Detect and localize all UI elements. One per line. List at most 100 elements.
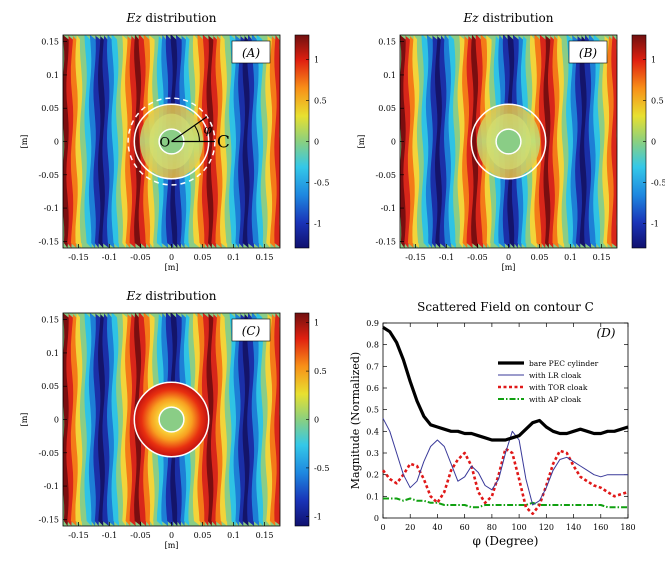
x-tick-label: 0.05: [531, 253, 549, 262]
field-stripe: [251, 35, 260, 248]
x-tick-label: 0.15: [593, 253, 611, 262]
field-stripe: [79, 313, 88, 526]
x-tick-label: 0.05: [194, 531, 212, 540]
colorbar-tick-label: 0.5: [314, 97, 327, 106]
x-tick-label: -0.05: [130, 253, 151, 262]
colorbar-tick-label: 1: [314, 56, 319, 65]
field-stripe: [102, 35, 110, 248]
field-stripe: [120, 313, 129, 526]
field-stripe: [274, 313, 280, 526]
x-tick-label: 0.15: [256, 531, 274, 540]
field-stripe: [416, 35, 425, 248]
y-tick-label: -0.15: [375, 237, 396, 246]
y-axis-label: Magnitude (Normalized): [349, 352, 362, 489]
field-stripe: [247, 35, 255, 248]
x-tick-label: 0: [506, 253, 511, 262]
colorbar-tick-label: -0.5: [314, 464, 329, 473]
y-tick-label: 0.05: [378, 104, 396, 113]
title-italic: Ez: [125, 289, 142, 303]
x-tick-label: 60: [460, 523, 470, 532]
y-tick-label: -0.1: [44, 204, 59, 213]
field-stripes: [400, 35, 617, 248]
x-tick-label: -0.1: [102, 531, 117, 540]
field-stripe: [229, 313, 237, 526]
legend-entry: bare PEC cylinder: [529, 359, 599, 368]
field-stripe: [111, 313, 119, 526]
field-stripe: [102, 313, 110, 526]
field-stripe: [453, 35, 461, 248]
legend: bare PEC cylinder with LR cloak with TOR c…: [498, 359, 599, 404]
y-tick-label: 0.1: [366, 492, 379, 501]
field-stripe: [439, 35, 447, 248]
field-stripe: [274, 35, 280, 248]
y-tick-label: 0.05: [41, 104, 59, 113]
y-tick-label: -0.05: [375, 171, 396, 180]
field-stripe: [233, 35, 242, 248]
field-stripe: [75, 313, 83, 526]
field-stripe: [579, 35, 588, 248]
series-line-with-lr-cloak: [382, 418, 628, 506]
panel-label: (B): [579, 46, 598, 60]
x-tick-label: -0.1: [439, 253, 454, 262]
field-stripe: [215, 35, 223, 248]
x-tick-label: 160: [593, 523, 608, 532]
field-stripe: [448, 35, 456, 248]
field-stripe: [120, 35, 129, 248]
field-stripe: [70, 313, 79, 526]
x-tick-label: -0.05: [467, 253, 488, 262]
x-tick-label: 0: [169, 531, 174, 540]
field-stripe: [211, 313, 219, 526]
field-stripe: [552, 35, 560, 248]
y-axis-label: [m]: [20, 135, 29, 149]
colorbar-tick-label: -0.5: [651, 178, 665, 187]
colorbar-tick-label: -1: [314, 512, 322, 521]
panel-title: Ez distribution: [125, 11, 216, 25]
x-axis-label: [m]: [502, 263, 516, 272]
x-tick-label: -0.1: [102, 253, 117, 262]
field-stripe: [256, 35, 264, 248]
field-stripe: [125, 313, 133, 526]
colorbar-tick-label: 0: [651, 138, 656, 147]
field-stripe: [606, 35, 615, 248]
y-tick-label: 0.5: [366, 406, 379, 415]
line-plot-panel-D: Scattered Field on contour C 0 20 40 60 80 100…: [349, 300, 636, 548]
field-stripe: [462, 35, 470, 248]
x-tick-label: 0.1: [227, 531, 240, 540]
y-tick-label: -0.1: [381, 204, 396, 213]
field-stripe: [229, 35, 237, 248]
field-stripe: [251, 313, 260, 526]
x-tick-label: 100: [511, 523, 526, 532]
contour-circle: [127, 97, 216, 186]
field-stripe: [206, 313, 214, 526]
x-tick-label: 0.1: [227, 253, 240, 262]
y-tick-label: -0.05: [38, 171, 59, 180]
y-tick-label: 0.3: [366, 449, 379, 458]
y-axis-label: [m]: [357, 135, 366, 149]
x-tick-label: 0.1: [564, 253, 577, 262]
field-stripe: [224, 313, 232, 526]
y-tick-label: 0: [391, 138, 396, 147]
field-stripe: [79, 35, 88, 248]
field-stripe: [593, 35, 601, 248]
colorbar-tick-label: 0.5: [651, 97, 664, 106]
field-stripe: [269, 35, 278, 248]
y-tick-label: 0.15: [41, 316, 59, 325]
x-tick-label: -0.15: [405, 253, 426, 262]
panel-label-box: [231, 318, 271, 342]
panel-label: (C): [242, 324, 261, 338]
field-stripe: [98, 35, 106, 248]
y-tick-label: -0.15: [38, 237, 59, 246]
field-stripe: [116, 313, 124, 526]
field-stripe: [269, 313, 278, 526]
field-stripe: [570, 35, 579, 248]
panel-label-box: [231, 40, 271, 64]
field-stripe: [116, 35, 124, 248]
title-italic: Ez: [462, 11, 479, 25]
x-tick-label: 0.15: [256, 253, 274, 262]
title-rest: distribution: [479, 11, 554, 25]
field-stripe: [566, 35, 574, 248]
y-tick-label: 0.9: [366, 319, 379, 328]
series-line-with-ap-cloak: [383, 497, 628, 509]
pec-cylinder: [495, 128, 522, 155]
